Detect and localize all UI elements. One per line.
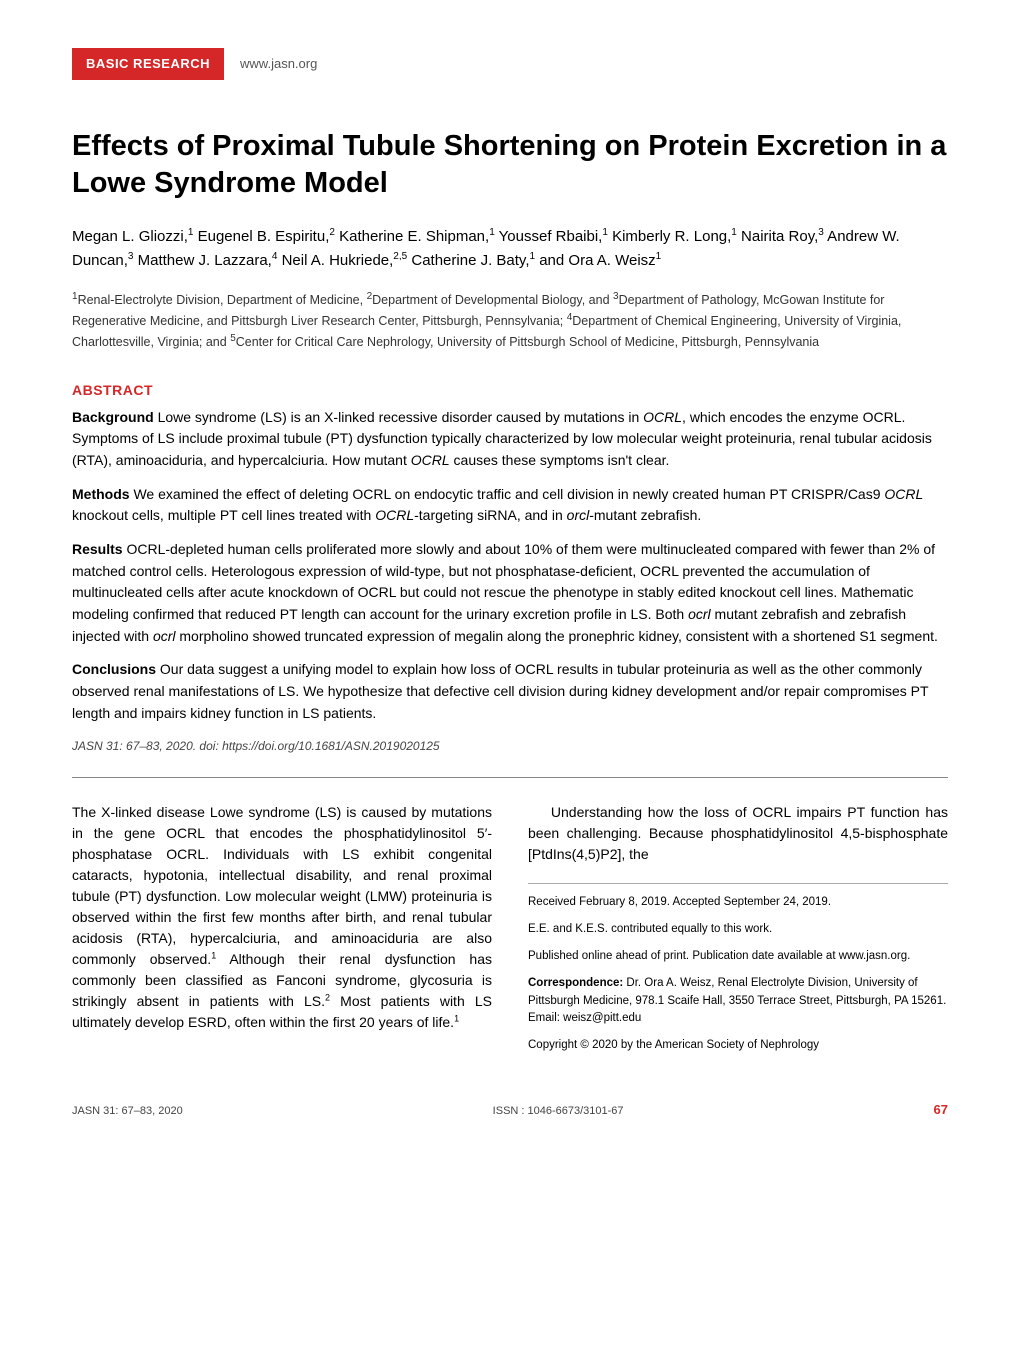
body-paragraph-right-intro: Understanding how the loss of OCRL impai… <box>528 802 948 865</box>
copyright: Copyright © 2020 by the American Society… <box>528 1037 948 1054</box>
footer-page-number: 67 <box>934 1100 948 1120</box>
abstract-background: Background Lowe syndrome (LS) is an X-li… <box>72 407 948 472</box>
footer-center: ISSN : 1046-6673/3101-67 <box>493 1103 624 1120</box>
two-column-body: The X-linked disease Lowe syndrome (LS) … <box>72 802 948 1065</box>
doi-line: JASN 31: 67–83, 2020. doi: https://doi.o… <box>72 737 948 755</box>
website-text: www.jasn.org <box>240 54 317 74</box>
abstract-conclusions: Conclusions Our data suggest a unifying … <box>72 659 948 724</box>
abstract-results: Results OCRL-depleted human cells prolif… <box>72 539 948 647</box>
footer-left: JASN 31: 67–83, 2020 <box>72 1103 183 1120</box>
right-column: Understanding how the loss of OCRL impai… <box>528 802 948 1065</box>
article-title: Effects of Proximal Tubule Shortening on… <box>72 128 948 203</box>
body-paragraph-left: The X-linked disease Lowe syndrome (LS) … <box>72 802 492 1033</box>
received-accepted: Received February 8, 2019. Accepted Sept… <box>528 894 948 911</box>
left-column: The X-linked disease Lowe syndrome (LS) … <box>72 802 492 1065</box>
header-bar: BASIC RESEARCH www.jasn.org <box>72 48 948 80</box>
page-footer: JASN 31: 67–83, 2020 ISSN : 1046-6673/31… <box>72 1100 948 1120</box>
category-badge: BASIC RESEARCH <box>72 48 224 80</box>
affiliations: 1Renal-Electrolyte Division, Department … <box>72 289 948 352</box>
correspondence: Correspondence: Dr. Ora A. Weisz, Renal … <box>528 975 948 1027</box>
author-list: Megan L. Gliozzi,1 Eugenel B. Espiritu,2… <box>72 225 948 273</box>
equal-contribution: E.E. and K.E.S. contributed equally to t… <box>528 921 948 938</box>
sidebar-divider-top <box>528 883 948 884</box>
abstract-heading: ABSTRACT <box>72 380 948 401</box>
horizontal-rule <box>72 777 948 778</box>
published-online: Published online ahead of print. Publica… <box>528 948 948 965</box>
abstract-methods: Methods We examined the effect of deleti… <box>72 484 948 527</box>
